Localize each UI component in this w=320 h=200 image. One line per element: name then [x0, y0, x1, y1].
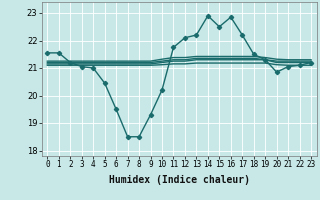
X-axis label: Humidex (Indice chaleur): Humidex (Indice chaleur) [109, 175, 250, 185]
